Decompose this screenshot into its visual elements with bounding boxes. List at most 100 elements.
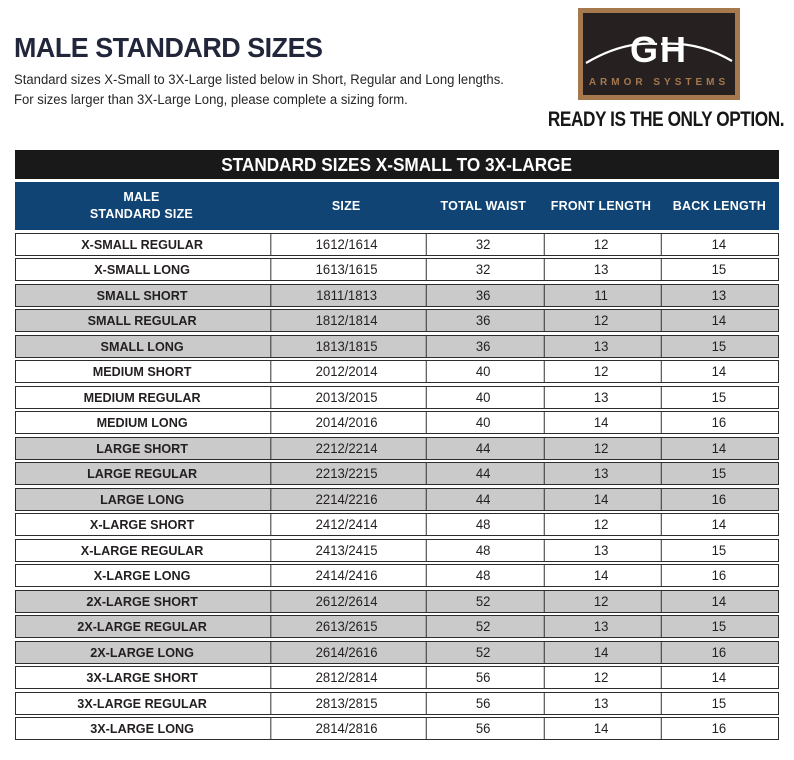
total-waist-cell: 48 [426,514,540,535]
size-name-cell: 3X-LARGE SHORT [86,670,198,685]
back-length-cell: 14 [660,310,776,331]
table-row: LARGE REGULAR 2213/2215 44 13 15 [15,462,779,485]
total-waist-cell: 52 [426,641,540,663]
back-length-cell: 16 [660,488,776,510]
subtitle-line-2: For sizes larger than 3X-Large Long, ple… [14,92,408,108]
total-waist-cell: 56 [426,692,540,714]
front-length-cell: 14 [543,412,658,433]
column-header-back-length: BACK LENGTH [672,198,766,213]
back-length-cell: 14 [660,233,776,255]
size-code-cell: 1613/1615 [270,259,423,280]
size-name-cell: 2X-LARGE LONG [90,644,194,660]
front-length-cell: 12 [543,310,658,331]
total-waist-cell: 32 [426,233,540,255]
size-code-cell: 2213/2215 [270,463,423,484]
front-length-cell: 14 [543,565,658,586]
front-length-cell: 12 [543,514,658,535]
back-length-cell: 16 [660,718,776,739]
table-row: 3X-LARGE SHORT 2812/2814 56 12 14 [15,666,779,689]
size-code-cell: 2414/2416 [270,565,423,586]
front-length-cell: 12 [543,590,658,612]
table-title: STANDARD SIZES X-SMALL TO 3X-LARGE [221,153,573,175]
table-row: LARGE SHORT 2212/2214 44 12 14 [15,436,779,460]
total-waist-cell: 56 [426,718,540,739]
size-code-cell: 2813/2815 [270,692,423,714]
back-length-cell: 14 [660,437,776,459]
size-name-cell: X-SMALL REGULAR [81,236,203,252]
svg-text:GH: GH [630,29,688,70]
size-name-cell: X-LARGE SHORT [89,517,195,532]
table-row: MEDIUM LONG 2014/2016 40 14 16 [15,411,779,434]
size-name-cell: SMALL LONG [100,338,184,354]
size-code-cell: 1812/1814 [270,310,423,331]
size-name-cell: MEDIUM SHORT [92,364,192,379]
subtitle-line-1: Standard sizes X-Small to 3X-Large liste… [14,72,504,87]
page-subtitle: Standard sizes X-Small to 3X-Large liste… [14,70,504,111]
size-code-cell: 2812/2814 [270,667,423,688]
back-length-cell: 14 [660,514,776,535]
total-waist-cell: 48 [426,565,540,586]
size-code-cell: 2613/2615 [270,616,423,637]
size-code-cell: 1811/1813 [270,284,423,306]
logo-company-name: ARMOR SYSTEMS [588,76,730,88]
size-name-cell: X-LARGE LONG [93,568,191,583]
total-waist-cell: 44 [426,437,540,459]
size-code-cell: 2012/2014 [270,361,423,382]
front-length-cell: 14 [543,641,658,663]
front-length-cell: 13 [543,539,658,561]
size-name-cell: 3X-LARGE REGULAR [77,695,207,711]
table-row: X-LARGE REGULAR 2413/2415 48 13 15 [15,538,779,562]
front-length-cell: 12 [543,437,658,459]
sizing-table: MALE STANDARD SIZE SIZE TOTAL WAIST FRON… [15,182,779,740]
total-waist-cell: 52 [426,616,540,637]
table-title-band: STANDARD SIZES X-SMALL TO 3X-LARGE [15,150,779,179]
table-row: MEDIUM REGULAR 2013/2015 40 13 15 [15,385,779,409]
front-length-cell: 14 [543,488,658,510]
size-code-cell: 2814/2816 [270,718,423,739]
total-waist-cell: 52 [426,590,540,612]
column-header-front-length: FRONT LENGTH [550,198,652,213]
size-name-cell: LARGE LONG [100,491,185,507]
table-row: SMALL SHORT 1811/1813 36 11 13 [15,283,779,307]
gh-armor-logo: GH ARMOR SYSTEMS [578,8,740,100]
back-length-cell: 14 [660,361,776,382]
size-name-cell: LARGE SHORT [96,440,189,456]
size-name-cell: 2X-LARGE REGULAR [77,619,207,634]
front-length-cell: 12 [543,361,658,382]
front-length-cell: 12 [543,233,658,255]
table-row: X-LARGE SHORT 2412/2414 48 12 14 [15,513,779,536]
page-title: MALE STANDARD SIZES [14,32,323,63]
back-length-cell: 15 [660,463,776,484]
table-row: 2X-LARGE LONG 2614/2616 52 14 16 [15,640,779,664]
front-length-cell: 13 [543,259,658,280]
size-code-cell: 2413/2415 [270,539,423,561]
table-row: 2X-LARGE REGULAR 2613/2615 52 13 15 [15,615,779,638]
size-code-cell: 2214/2216 [270,488,423,510]
size-name-cell: 3X-LARGE LONG [90,721,194,736]
size-name-cell: MEDIUM LONG [96,415,188,430]
total-waist-cell: 32 [426,259,540,280]
back-length-cell: 16 [660,412,776,433]
total-waist-cell: 56 [426,667,540,688]
front-length-cell: 13 [543,463,658,484]
size-code-cell: 1612/1614 [270,233,423,255]
size-name-cell: X-LARGE REGULAR [80,542,204,558]
gh-monogram-icon: GH [585,29,733,70]
size-code-cell: 1813/1815 [270,335,423,357]
front-length-cell: 13 [543,616,658,637]
back-length-cell: 15 [660,692,776,714]
size-code-cell: 2014/2016 [270,412,423,433]
back-length-cell: 15 [660,539,776,561]
table-row: MEDIUM SHORT 2012/2014 40 12 14 [15,360,779,383]
back-length-cell: 14 [660,590,776,612]
table-row: X-SMALL LONG 1613/1615 32 13 15 [15,258,779,281]
table-row: 2X-LARGE SHORT 2612/2614 52 12 14 [15,589,779,613]
table-row: 3X-LARGE REGULAR 2813/2815 56 13 15 [15,691,779,715]
back-length-cell: 15 [660,259,776,280]
total-waist-cell: 36 [426,335,540,357]
table-header-row: MALE STANDARD SIZE SIZE TOTAL WAIST FRON… [15,182,779,230]
total-waist-cell: 36 [426,284,540,306]
size-code-cell: 2412/2414 [270,514,423,535]
total-waist-cell: 40 [426,412,540,433]
